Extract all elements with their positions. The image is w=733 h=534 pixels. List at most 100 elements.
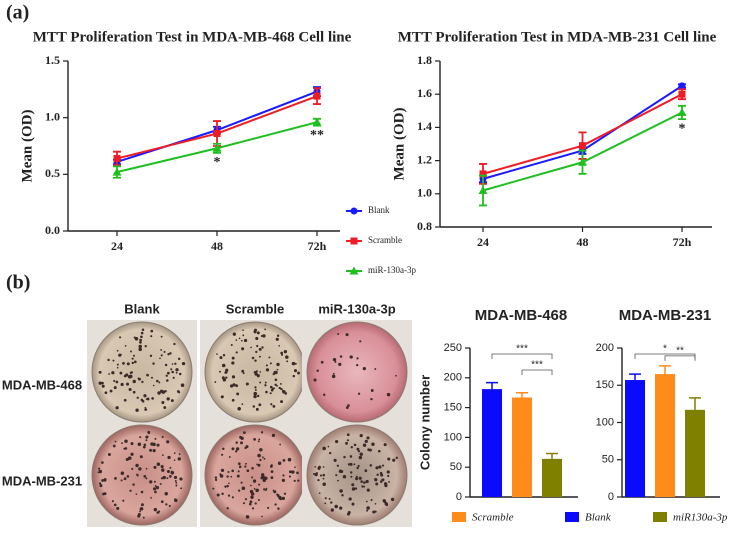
colony [390,497,395,502]
colony [140,331,144,335]
colony [282,390,286,394]
colony [332,372,335,375]
colony [282,474,285,477]
plate [306,424,408,526]
row-label: MDA-MB-468 [2,377,82,392]
colony [324,497,327,500]
colony [172,376,175,379]
colony [219,370,221,373]
legend-swatch [452,512,466,522]
colony [152,362,155,365]
colony [313,378,317,382]
colony [355,477,359,481]
colony [153,480,156,483]
point [113,154,121,162]
colony [274,378,278,382]
colony [350,471,353,474]
colony [297,371,300,375]
colony [221,453,224,456]
colony [230,384,234,388]
y-axis-label: Mean (OD) [391,108,407,181]
colony [163,406,167,409]
colony [240,339,243,342]
colony [231,469,234,473]
colony [153,507,158,512]
colony [111,500,114,503]
plate [91,424,193,526]
colony [214,381,217,383]
bar [482,389,502,497]
point [112,167,122,176]
colony [120,353,122,356]
colony [222,447,225,451]
colony [255,407,259,411]
colony [260,431,264,434]
colony [337,479,339,482]
colony [135,463,139,468]
colony [294,362,297,365]
colony [113,386,117,390]
colony [258,403,262,407]
colony [242,431,246,434]
colony [145,439,148,442]
colony [293,369,298,373]
colony [138,467,142,471]
colony [386,392,391,397]
colony [137,377,140,380]
colony [395,374,397,377]
colony [253,394,257,399]
colony [276,334,280,337]
colony [228,456,231,458]
colony [154,437,157,440]
bar [685,409,705,497]
colony [115,406,119,410]
colony [367,448,371,452]
colony [254,386,257,389]
colony [244,446,247,450]
colony [134,336,139,341]
colony [174,498,178,502]
colony [243,338,248,343]
colony [363,485,366,488]
colony [226,507,229,510]
colony [281,478,285,482]
colony [148,432,150,435]
colony [351,487,356,491]
y-tick-label: 200 [596,342,614,354]
colony [293,479,296,482]
colony [314,465,317,468]
y-tick-label: 150 [596,379,614,391]
colony [242,502,246,505]
colony [228,482,230,485]
colony [276,368,279,371]
colony [131,361,135,365]
colony [97,471,100,474]
colony [357,392,361,395]
colony [122,499,125,502]
colony [231,361,235,365]
bar [655,374,675,497]
colony [276,362,280,367]
colony [322,482,326,487]
colony [146,397,150,401]
colony [115,380,119,384]
colony [114,440,117,443]
colony [287,457,292,462]
colony [160,464,164,469]
colony [345,441,348,445]
colony [114,477,117,480]
colony [276,385,278,387]
colony [152,449,156,453]
colony [245,515,250,519]
colony [291,470,295,474]
x-tick-label: 72h [308,239,327,253]
colony [150,376,153,379]
colony [232,332,237,336]
colony [259,355,261,358]
colony [278,345,280,347]
colony [235,441,238,444]
significance: ** [676,346,684,357]
colony [141,380,144,384]
colony [126,362,130,366]
colony [331,374,336,379]
